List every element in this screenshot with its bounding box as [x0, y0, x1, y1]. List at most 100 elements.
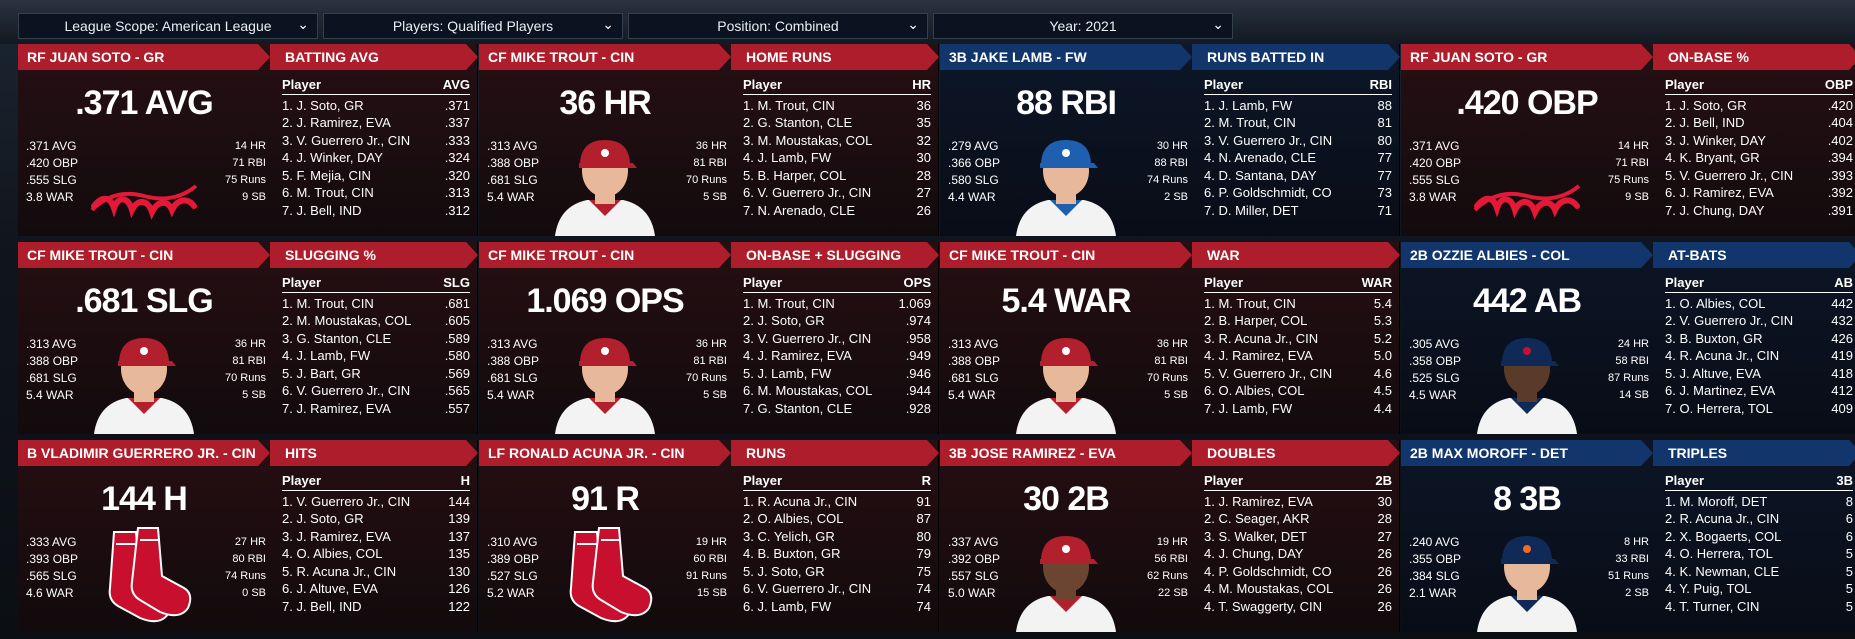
table-row[interactable]: 2. M. Trout, CIN 81	[1204, 114, 1392, 132]
table-row[interactable]: 1. M. Trout, CIN .681	[282, 295, 470, 313]
table-row[interactable]: 4. J. Ramirez, EVA 5.0	[1204, 347, 1392, 365]
leader-card[interactable]: RF JUAN SOTO - GR BATTING AVG .371 AVG .371…	[18, 44, 478, 236]
table-row[interactable]: 3. B. Buxton, GR 426	[1665, 330, 1853, 348]
table-row[interactable]: 7. J. Bell, IND .312	[282, 202, 470, 220]
table-row[interactable]: 6. J. Ramirez, EVA .392	[1665, 184, 1853, 202]
table-row[interactable]: 3. J. Ramirez, EVA 137	[282, 528, 470, 546]
leader-card[interactable]: CF MIKE TROUT - CIN SLUGGING % .681 SLG .31…	[18, 242, 478, 434]
table-row[interactable]: 1. V. Guerrero Jr., CIN 144	[282, 493, 470, 511]
leader-card[interactable]: 3B JOSE RAMIREZ - EVA DOUBLES 30 2B .337 AV…	[940, 440, 1400, 632]
table-row[interactable]: 3. M. Moustakas, COL 32	[743, 132, 931, 150]
table-row[interactable]: 2. O. Albies, COL 87	[743, 510, 931, 528]
table-row[interactable]: 7. J. Chung, DAY .391	[1665, 202, 1853, 220]
table-row[interactable]: 3. V. Guerrero Jr., CIN 80	[1204, 132, 1392, 150]
table-row[interactable]: 2. V. Guerrero Jr., CIN 432	[1665, 312, 1853, 330]
table-row[interactable]: 1. O. Albies, COL 442	[1665, 295, 1853, 313]
table-row[interactable]: 4. K. Bryant, GR .394	[1665, 149, 1853, 167]
table-row[interactable]: 5. R. Acuna Jr., CIN 130	[282, 563, 470, 581]
table-row[interactable]: 4. O. Herrera, TOL 5	[1665, 545, 1853, 563]
table-row[interactable]: 1. M. Trout, CIN 5.4	[1204, 295, 1392, 313]
table-row[interactable]: 2. X. Bogaerts, COL 6	[1665, 528, 1853, 546]
table-row[interactable]: 7. J. Lamb, FW 4.4	[1204, 400, 1392, 418]
table-row[interactable]: 4. J. Winker, DAY .324	[282, 149, 470, 167]
table-row[interactable]: 7. J. Ramirez, EVA .557	[282, 400, 470, 418]
table-row[interactable]: 4. Y. Puig, TOL 5	[1665, 580, 1853, 598]
table-row[interactable]: 1. J. Ramirez, EVA 30	[1204, 493, 1392, 511]
table-row[interactable]: 3. J. Winker, DAY .402	[1665, 132, 1853, 150]
position-dropdown[interactable]: Position: Combined ⌄	[628, 13, 928, 39]
table-row[interactable]: 3. G. Stanton, CLE .589	[282, 330, 470, 348]
table-row[interactable]: 1. M. Trout, CIN 36	[743, 97, 931, 115]
table-row[interactable]: 1. M. Trout, CIN 1.069	[743, 295, 931, 313]
table-row[interactable]: 1. J. Soto, GR .420	[1665, 97, 1853, 115]
table-row[interactable]: 3. R. Acuna Jr., CIN 5.2	[1204, 330, 1392, 348]
table-row[interactable]: 7. J. Bell, IND 122	[282, 598, 470, 616]
table-row[interactable]: 2. C. Seager, AKR 28	[1204, 510, 1392, 528]
table-row[interactable]: 5. V. Guerrero Jr., CIN 4.6	[1204, 365, 1392, 383]
table-row[interactable]: 4. N. Arenado, CLE 77	[1204, 149, 1392, 167]
table-row[interactable]: 2. G. Stanton, CLE 35	[743, 114, 931, 132]
table-row[interactable]: 6. M. Trout, CIN .313	[282, 184, 470, 202]
table-row[interactable]: 6. V. Guerrero Jr., CIN 74	[743, 580, 931, 598]
table-row[interactable]: 5. J. Soto, GR 75	[743, 563, 931, 581]
table-row[interactable]: 3. S. Walker, DET 27	[1204, 528, 1392, 546]
leader-card[interactable]: 2B OZZIE ALBIES - COL AT-BATS 442 AB .305 A…	[1401, 242, 1855, 434]
table-row[interactable]: 6. J. Lamb, FW 74	[743, 598, 931, 616]
table-row[interactable]: 1. J. Lamb, FW 88	[1204, 97, 1392, 115]
table-row[interactable]: 5. J. Altuve, EVA 418	[1665, 365, 1853, 383]
table-row[interactable]: 5. J. Bart, GR .569	[282, 365, 470, 383]
leader-card[interactable]: 3B JAKE LAMB - FW RUNS BATTED IN 88 RBI .27…	[940, 44, 1400, 236]
players-dropdown[interactable]: Players: Qualified Players ⌄	[323, 13, 623, 39]
leader-card[interactable]: CF MIKE TROUT - CIN HOME RUNS 36 HR .313 AV…	[479, 44, 939, 236]
table-row[interactable]: 5. F. Mejia, CIN .320	[282, 167, 470, 185]
table-row[interactable]: 7. O. Herrera, TOL 409	[1665, 400, 1853, 418]
table-row[interactable]: 1. M. Moroff, DET 8	[1665, 493, 1853, 511]
table-row[interactable]: 4. D. Santana, DAY 77	[1204, 167, 1392, 185]
table-row[interactable]: 2. R. Acuna Jr., CIN 6	[1665, 510, 1853, 528]
table-row[interactable]: 6. P. Goldschmidt, CO 73	[1204, 184, 1392, 202]
table-row[interactable]: 4. R. Acuna Jr., CIN 419	[1665, 347, 1853, 365]
table-row[interactable]: 4. K. Newman, CLE 5	[1665, 563, 1853, 581]
table-row[interactable]: 2. J. Soto, GR 139	[282, 510, 470, 528]
table-row[interactable]: 5. V. Guerrero Jr., CIN .393	[1665, 167, 1853, 185]
table-row[interactable]: 4. T. Swaggerty, CIN 26	[1204, 598, 1392, 616]
leader-card[interactable]: LF RONALD ACUNA JR. - CIN RUNS 91 R .310 AV…	[479, 440, 939, 632]
table-row[interactable]: 4. J. Ramirez, EVA .949	[743, 347, 931, 365]
table-row[interactable]: 5. B. Harper, COL 28	[743, 167, 931, 185]
table-row[interactable]: 5. J. Lamb, FW .946	[743, 365, 931, 383]
league-scope-dropdown[interactable]: League Scope: American League ⌄	[18, 13, 318, 39]
table-row[interactable]: 2. J. Soto, GR .974	[743, 312, 931, 330]
table-row[interactable]: 7. G. Stanton, CLE .928	[743, 400, 931, 418]
table-row[interactable]: 4. M. Moustakas, COL 26	[1204, 580, 1392, 598]
table-row[interactable]: 6. O. Albies, COL 4.5	[1204, 382, 1392, 400]
table-row[interactable]: 1. J. Soto, GR .371	[282, 97, 470, 115]
table-row[interactable]: 6. J. Martinez, EVA 412	[1665, 382, 1853, 400]
table-row[interactable]: 2. B. Harper, COL 5.3	[1204, 312, 1392, 330]
table-row[interactable]: 3. V. Guerrero Jr., CIN .958	[743, 330, 931, 348]
table-row[interactable]: 1. R. Acuna Jr., CIN 91	[743, 493, 931, 511]
table-row[interactable]: 6. J. Altuve, EVA 126	[282, 580, 470, 598]
leader-card[interactable]: 2B MAX MOROFF - DET TRIPLES 8 3B .240 AVG .3…	[1401, 440, 1855, 632]
table-row[interactable]: 6. V. Guerrero Jr., CIN 27	[743, 184, 931, 202]
table-row[interactable]: 4. T. Turner, CIN 5	[1665, 598, 1853, 616]
table-row[interactable]: 3. V. Guerrero Jr., CIN .333	[282, 132, 470, 150]
leader-card[interactable]: CF MIKE TROUT - CIN WAR 5.4 WAR .313 AVG .38…	[940, 242, 1400, 434]
leader-card[interactable]: CF MIKE TROUT - CIN ON-BASE + SLUGGING 1.0…	[479, 242, 939, 434]
year-dropdown[interactable]: Year: 2021 ⌄	[933, 13, 1233, 39]
leader-card[interactable]: RF JUAN SOTO - GR ON-BASE % .420 OBP .371 A…	[1401, 44, 1855, 236]
table-row[interactable]: 6. M. Moustakas, COL .944	[743, 382, 931, 400]
table-row[interactable]: 4. J. Lamb, FW .580	[282, 347, 470, 365]
table-row[interactable]: 4. B. Buxton, GR 79	[743, 545, 931, 563]
table-row[interactable]: 4. O. Albies, COL 135	[282, 545, 470, 563]
table-row[interactable]: 4. P. Goldschmidt, CO 26	[1204, 563, 1392, 581]
table-row[interactable]: 6. V. Guerrero Jr., CIN .565	[282, 382, 470, 400]
table-row[interactable]: 2. J. Bell, IND .404	[1665, 114, 1853, 132]
table-row[interactable]: 3. C. Yelich, GR 80	[743, 528, 931, 546]
table-row[interactable]: 4. J. Lamb, FW 30	[743, 149, 931, 167]
table-row[interactable]: 7. N. Arenado, CLE 26	[743, 202, 931, 220]
table-row[interactable]: 2. J. Ramirez, EVA .337	[282, 114, 470, 132]
table-row[interactable]: 2. M. Moustakas, COL .605	[282, 312, 470, 330]
table-row[interactable]: 4. J. Chung, DAY 26	[1204, 545, 1392, 563]
leader-card[interactable]: B VLADIMIR GUERRERO JR. - CIN HITS 144 H .3…	[18, 440, 478, 632]
table-row[interactable]: 7. D. Miller, DET 71	[1204, 202, 1392, 220]
